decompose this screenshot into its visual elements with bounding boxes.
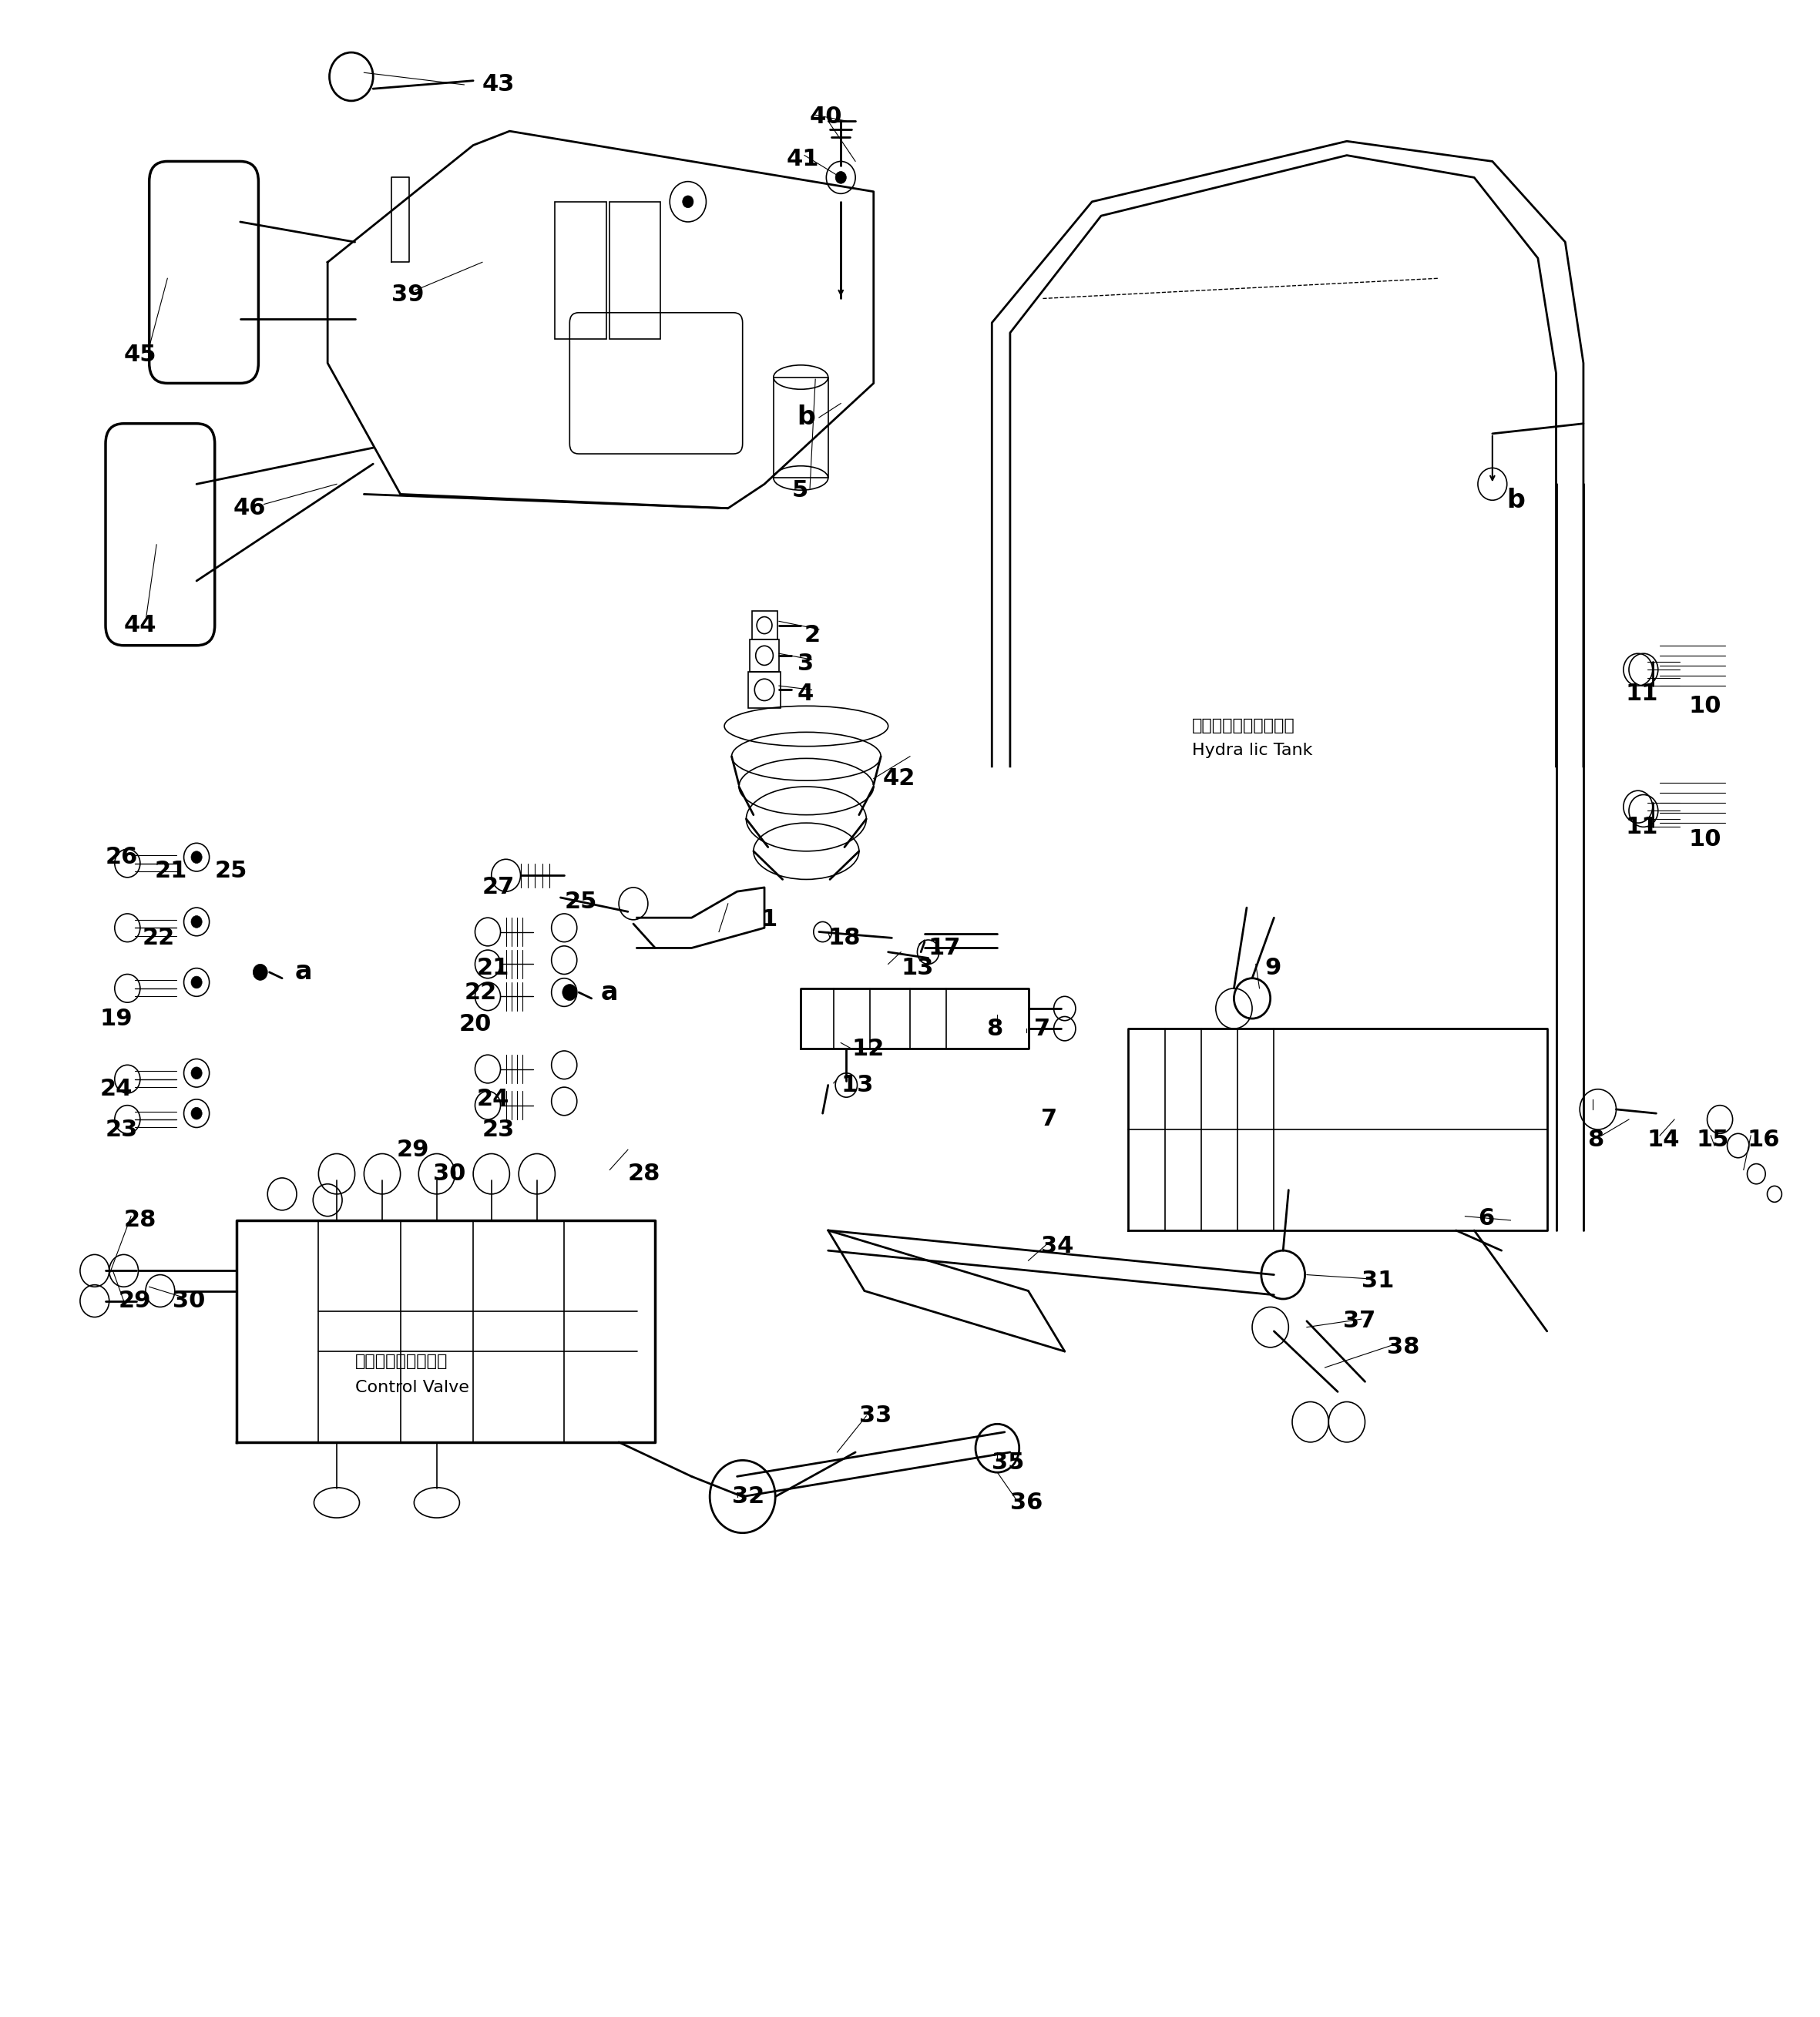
Text: 21: 21 <box>155 859 187 883</box>
Text: 8: 8 <box>1587 1128 1603 1152</box>
Text: 11: 11 <box>1625 815 1658 839</box>
Text: a: a <box>295 960 313 984</box>
Text: 20: 20 <box>459 1013 491 1037</box>
Text: 40: 40 <box>810 105 843 129</box>
Text: 5: 5 <box>792 478 808 502</box>
Text: 36: 36 <box>1010 1491 1043 1515</box>
Text: 29: 29 <box>397 1138 430 1162</box>
Text: 15: 15 <box>1696 1128 1729 1152</box>
Text: 3: 3 <box>797 651 814 676</box>
Text: 4: 4 <box>797 682 814 706</box>
Text: b: b <box>797 405 815 430</box>
Text: 34: 34 <box>1041 1234 1074 1259</box>
Text: 13: 13 <box>901 956 934 980</box>
Text: 29: 29 <box>118 1289 151 1313</box>
Circle shape <box>191 976 202 988</box>
Text: 21: 21 <box>477 956 510 980</box>
Text: 32: 32 <box>732 1485 764 1509</box>
Text: Control Valve: Control Valve <box>355 1380 470 1396</box>
Text: 28: 28 <box>628 1162 661 1186</box>
Text: 38: 38 <box>1387 1335 1420 1359</box>
Circle shape <box>562 984 577 1000</box>
Text: 10: 10 <box>1689 827 1722 851</box>
Text: 42: 42 <box>883 766 915 791</box>
Text: b: b <box>1507 488 1525 512</box>
Text: 23: 23 <box>106 1117 138 1142</box>
Circle shape <box>191 1107 202 1119</box>
Bar <box>748 672 781 708</box>
Bar <box>610 202 661 339</box>
Text: 30: 30 <box>433 1162 466 1186</box>
Text: 19: 19 <box>100 1006 133 1031</box>
Circle shape <box>835 171 846 184</box>
Text: 31: 31 <box>1361 1269 1394 1293</box>
Circle shape <box>191 1067 202 1079</box>
Text: 7: 7 <box>1041 1107 1057 1132</box>
Text: 33: 33 <box>859 1404 892 1428</box>
Text: 39: 39 <box>391 282 424 307</box>
Text: 27: 27 <box>482 875 515 900</box>
Text: 46: 46 <box>233 496 266 520</box>
Text: 30: 30 <box>173 1289 206 1313</box>
Text: 24: 24 <box>100 1077 133 1101</box>
Ellipse shape <box>313 1489 359 1517</box>
Text: 14: 14 <box>1647 1128 1680 1152</box>
Text: 22: 22 <box>464 980 497 1004</box>
Text: 24: 24 <box>477 1087 510 1111</box>
Text: a: a <box>601 980 619 1004</box>
Text: 2: 2 <box>804 623 821 647</box>
Text: 8: 8 <box>986 1017 1003 1041</box>
Text: 7: 7 <box>1034 1017 1050 1041</box>
Text: 18: 18 <box>828 926 861 950</box>
Text: 43: 43 <box>482 73 515 97</box>
Text: 41: 41 <box>786 147 819 171</box>
Ellipse shape <box>415 1489 459 1517</box>
Text: 13: 13 <box>841 1073 874 1097</box>
Circle shape <box>191 916 202 928</box>
Text: 16: 16 <box>1747 1128 1780 1152</box>
Text: 44: 44 <box>124 613 157 637</box>
Text: 9: 9 <box>1265 956 1281 980</box>
Text: 10: 10 <box>1689 694 1722 718</box>
Text: 26: 26 <box>106 845 138 869</box>
Text: 35: 35 <box>992 1450 1025 1474</box>
Text: 23: 23 <box>482 1117 515 1142</box>
Text: コントロールバルブ: コントロールバルブ <box>355 1353 448 1370</box>
Text: 17: 17 <box>928 936 961 960</box>
Text: 25: 25 <box>215 859 248 883</box>
Text: 45: 45 <box>124 343 157 367</box>
Text: 6: 6 <box>1478 1206 1494 1230</box>
Text: 25: 25 <box>564 889 597 914</box>
Circle shape <box>682 196 693 208</box>
Circle shape <box>191 851 202 863</box>
Text: 37: 37 <box>1343 1309 1376 1333</box>
Text: 1: 1 <box>761 908 777 932</box>
Text: Hydra lic Tank: Hydra lic Tank <box>1192 742 1312 758</box>
Text: 11: 11 <box>1625 682 1658 706</box>
Bar <box>750 639 779 672</box>
Text: 12: 12 <box>852 1037 885 1061</box>
Bar <box>555 202 606 339</box>
Bar <box>752 611 777 639</box>
Text: ハイドロリックタンク: ハイドロリックタンク <box>1192 718 1296 734</box>
Circle shape <box>253 964 268 980</box>
Text: 22: 22 <box>142 926 175 950</box>
Text: 28: 28 <box>124 1208 157 1232</box>
